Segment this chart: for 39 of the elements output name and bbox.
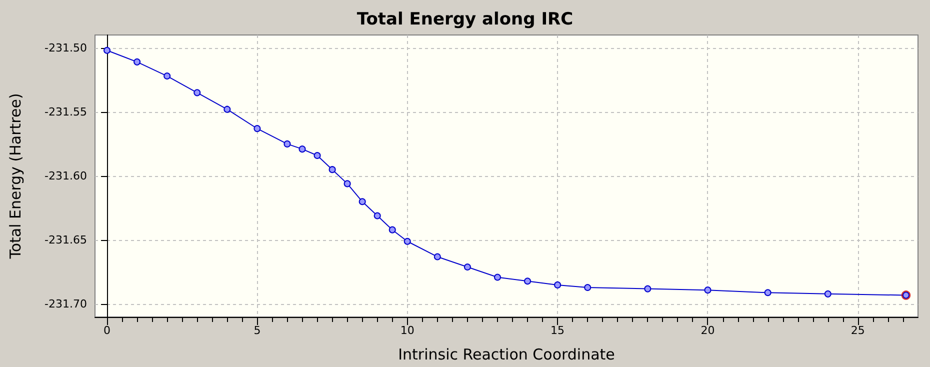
x-tick-label: 15 [550, 324, 565, 337]
x-tick-label: 25 [850, 324, 865, 337]
y-tick-label: -231.50 [44, 41, 87, 54]
point [584, 284, 592, 292]
point [524, 278, 532, 285]
y-tick-label: -231.55 [44, 105, 87, 118]
x-axis-title: Intrinsic Reaction Coordinate [398, 346, 615, 364]
point [494, 274, 501, 281]
point [404, 238, 411, 245]
x-tick-label: 5 [254, 324, 261, 337]
point [554, 281, 562, 288]
point [104, 46, 111, 54]
point [254, 125, 261, 132]
chart-title: Total Energy along IRC [356, 10, 574, 30]
y-axis-title: Total Energy (Hartree) [6, 93, 24, 260]
point [644, 285, 652, 292]
point [224, 106, 231, 113]
point [358, 198, 366, 206]
y-tick-label: -231.65 [44, 234, 87, 247]
point [434, 253, 441, 260]
point [764, 289, 772, 296]
point [314, 152, 321, 159]
point [164, 72, 171, 80]
point [194, 89, 201, 96]
point [284, 140, 291, 148]
x-tick-label: 10 [400, 324, 414, 337]
point [704, 286, 712, 294]
point [388, 226, 396, 234]
y-tick-label: -231.70 [44, 298, 87, 311]
point [464, 264, 471, 271]
point [344, 180, 351, 188]
y-tick-label: -231.60 [44, 170, 87, 182]
point [374, 212, 381, 220]
x-tick-label: 0 [104, 324, 111, 337]
point [328, 166, 336, 174]
point [298, 146, 306, 153]
point [824, 290, 832, 298]
point [134, 58, 141, 66]
x-tick-label: 20 [700, 324, 715, 337]
